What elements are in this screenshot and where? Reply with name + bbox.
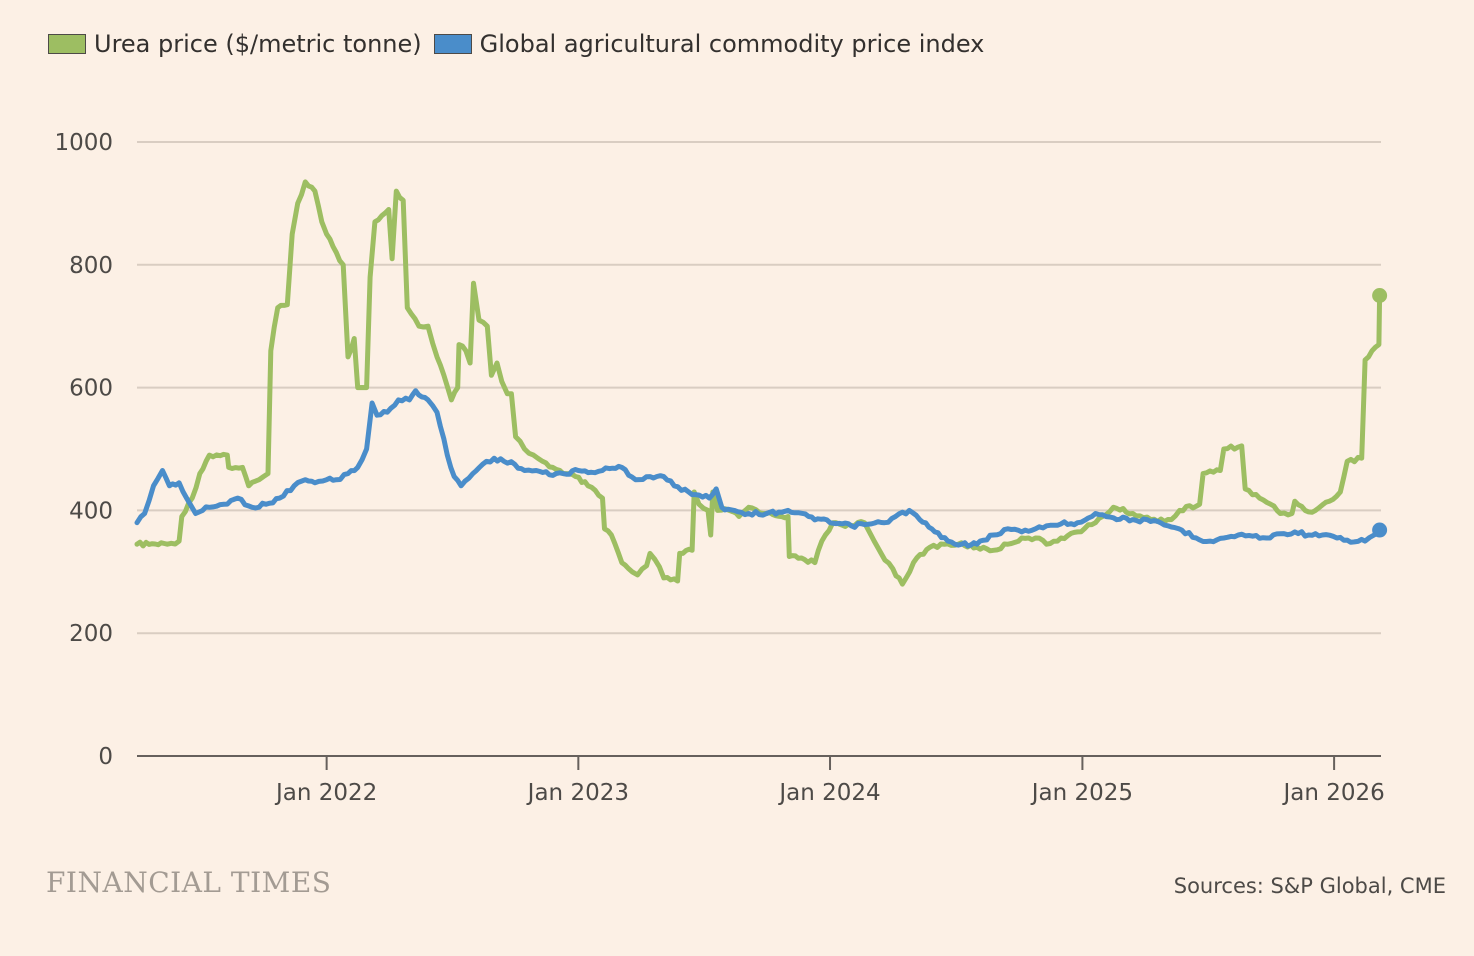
x-tick-label: Jan 2023	[526, 780, 629, 806]
legend-item-index: Global agricultural commodity price inde…	[433, 30, 985, 58]
y-tick-label: 600	[69, 376, 113, 402]
ft-logo: FINANCIAL TIMES	[46, 866, 332, 899]
y-tick-label: 200	[69, 621, 113, 647]
x-axis-ticks: Jan 2022 Jan 2023 Jan 2024 Jan 2025 Jan 2026	[137, 755, 1385, 806]
end-point-marker-urea	[1372, 288, 1388, 303]
legend-label-urea: Urea price ($/metric tonne)	[94, 30, 422, 58]
y-tick-label: 1000	[54, 130, 113, 156]
y-axis-ticks: 0 200 400 600 800 1000	[54, 130, 113, 770]
x-tick-label: Jan 2024	[777, 780, 880, 806]
end-point-marker-index	[1372, 522, 1388, 538]
source-note: Sources: S&P Global, CME	[1173, 874, 1446, 898]
legend-swatch-urea	[48, 34, 86, 54]
x-tick-label: Jan 2026	[1281, 780, 1384, 806]
legend-item-urea: Urea price ($/metric tonne)	[48, 30, 422, 58]
legend-label-index: Global agricultural commodity price inde…	[479, 30, 985, 58]
legend-swatch-index	[433, 34, 472, 54]
x-tick-label: Jan 2022	[274, 780, 377, 806]
series-lines	[134, 179, 1388, 587]
x-tick-label: Jan 2025	[1030, 780, 1133, 806]
gridlines	[137, 141, 1381, 635]
y-tick-label: 400	[69, 498, 113, 524]
series-line-urea	[134, 179, 1383, 587]
y-tick-label: 0	[98, 744, 113, 770]
y-tick-label: 800	[69, 253, 113, 279]
legend: Urea price ($/metric tonne) Global agric…	[48, 30, 990, 58]
series-line-index	[134, 388, 1383, 549]
